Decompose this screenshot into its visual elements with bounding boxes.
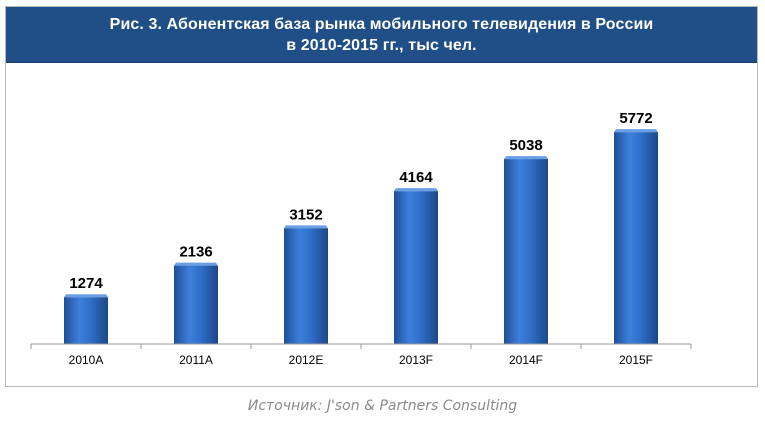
x-tick-label: 2014F bbox=[509, 353, 543, 367]
bar-value-label: 2136 bbox=[179, 244, 212, 261]
x-tick-label: 2015F bbox=[619, 353, 653, 367]
bar bbox=[284, 228, 328, 344]
x-tick-label: 2011A bbox=[179, 353, 213, 367]
bar-cap bbox=[284, 225, 328, 229]
bar bbox=[64, 297, 108, 344]
bar-value-label: 3152 bbox=[289, 206, 322, 223]
chart-title-line-1: Рис. 3. Абонентская база рынка мобильног… bbox=[109, 16, 654, 33]
bar bbox=[394, 191, 438, 344]
bar bbox=[504, 159, 548, 344]
chart-frame: Рис. 3. Абонентская база рынка мобильног… bbox=[5, 6, 758, 387]
bar-value-label: 1274 bbox=[69, 275, 103, 292]
x-tick-label: 2013F bbox=[399, 353, 433, 367]
bar-cap bbox=[174, 262, 218, 266]
bar-value-label: 5772 bbox=[619, 110, 652, 127]
chart-title: Рис. 3. Абонентская база рынка мобильног… bbox=[6, 7, 757, 63]
bar-cap bbox=[64, 294, 108, 298]
bar-cap bbox=[394, 188, 438, 192]
source-note: Источник: J'son & Partners Consulting bbox=[247, 398, 518, 414]
bar bbox=[614, 132, 658, 344]
x-axis: 2010A 2011A 2012E 2013F 2014F 2015F bbox=[30, 343, 692, 367]
bar-cap bbox=[614, 129, 658, 133]
bar-series: 1274 2136 3152 4164 5038 5772 bbox=[64, 110, 658, 344]
bar-cap bbox=[504, 156, 548, 160]
chart-title-line-2: в 2010-2015 гг., тыс чел. bbox=[286, 37, 477, 54]
bar-chart: 1274 2136 3152 4164 5038 5772 2010A 2011A 2012E… bbox=[30, 110, 692, 367]
x-tick-label: 2012E bbox=[289, 353, 324, 367]
bar-value-label: 4164 bbox=[399, 169, 433, 186]
bar bbox=[174, 265, 218, 344]
x-tick-label: 2010A bbox=[69, 353, 104, 367]
bar-value-label: 5038 bbox=[509, 137, 542, 154]
